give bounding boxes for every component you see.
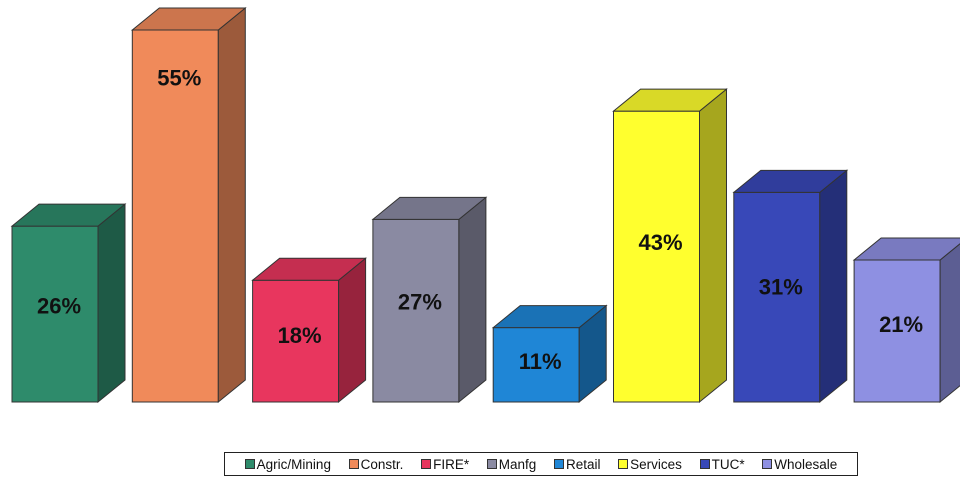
legend-swatch [348, 459, 359, 469]
bar-value-label: 18% [278, 323, 322, 348]
legend-swatch [421, 459, 432, 469]
bar-top [852, 237, 960, 261]
bar-chart: 26% 55% 18% 27% 11% 43% 31% 21% [10, 6, 960, 404]
bar-top [491, 305, 608, 329]
bar-side [338, 257, 367, 404]
bar-6: 43% [612, 88, 728, 404]
bar-side [97, 203, 126, 404]
legend-label: TUC* [711, 456, 745, 472]
legend-swatch [486, 459, 497, 469]
bar-front [733, 191, 821, 403]
bar-value-label: 26% [37, 293, 81, 318]
bar-front [853, 259, 941, 403]
bar-value-label: 31% [759, 275, 803, 300]
legend-swatch [699, 459, 710, 469]
bar-value-label: 43% [638, 230, 682, 255]
bar-4: 27% [371, 196, 488, 404]
bar-top [371, 196, 488, 220]
bar-front [11, 225, 99, 403]
bar-top [732, 169, 849, 193]
bar-side [217, 6, 246, 404]
bar-top [10, 203, 127, 227]
bar-2: 55% [130, 6, 247, 404]
bar-side [699, 88, 727, 404]
legend-item: Manfg [486, 456, 537, 472]
legend-label: Constr. [360, 456, 404, 472]
bar-5: 11% [491, 304, 608, 404]
legend-item: TUC* [699, 456, 745, 472]
legend-item: Constr. [348, 456, 404, 472]
legend-label: Services [630, 456, 682, 472]
legend-item: Wholesale [762, 457, 837, 472]
bar-1: 26% [10, 203, 127, 404]
bar-top [612, 88, 728, 112]
bar-top [251, 257, 368, 281]
bar-3: 18% [251, 257, 368, 404]
legend-label: Retail [565, 456, 601, 472]
bar-value-label: 11% [519, 349, 562, 374]
legend-item: FIRE* [421, 457, 469, 472]
bar-front [131, 29, 219, 403]
legend-label: Agric/Mining [256, 456, 331, 472]
legend-label: FIRE* [433, 456, 470, 472]
legend-swatch [244, 459, 255, 469]
chart-legend: Agric/Mining Constr. FIRE* Manfg Retail Servi… [224, 452, 858, 476]
bar-top [130, 7, 247, 31]
legend-item: Services [618, 457, 682, 472]
bar-side [939, 243, 960, 404]
bar-front [492, 327, 580, 403]
bar-side [458, 196, 487, 404]
bar-7: 31% [732, 169, 849, 404]
legend-swatch [553, 459, 564, 469]
bar-front [613, 110, 700, 403]
legend-swatch [762, 459, 773, 469]
legend-label: Wholesale [774, 456, 838, 472]
bar-side [819, 169, 848, 404]
legend-item: Agric/Mining [244, 456, 331, 472]
legend-swatch [618, 459, 629, 469]
bar-8: 21% [852, 237, 960, 404]
legend-label: Manfg [498, 456, 537, 472]
legend-item: Retail [553, 456, 601, 472]
bar-value-label: 21% [879, 312, 923, 337]
bar-value-label: 55% [157, 65, 201, 90]
bar-value-label: 27% [398, 290, 442, 315]
